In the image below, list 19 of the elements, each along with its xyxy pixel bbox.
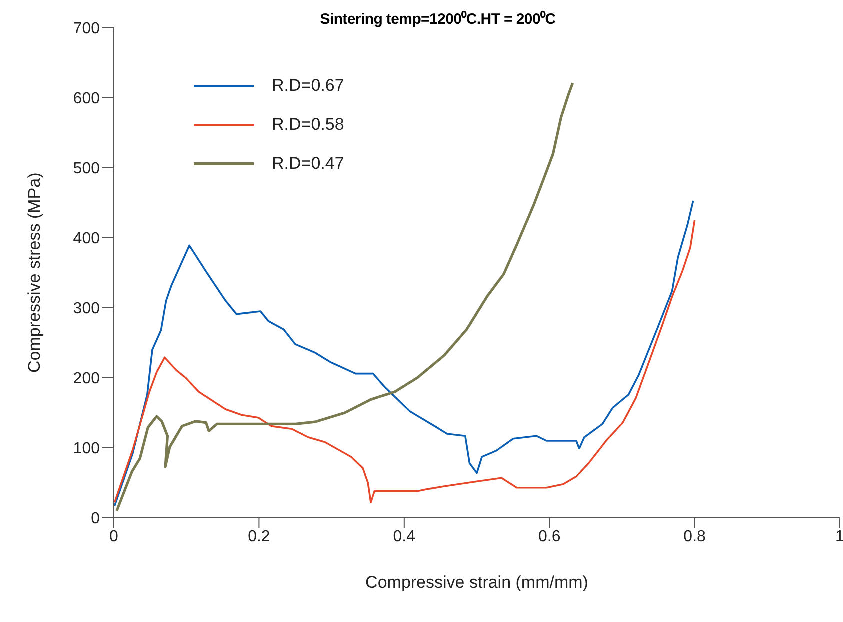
- legend-label: R.D=0.58: [272, 114, 344, 134]
- y-tick-label: 600: [73, 90, 100, 108]
- y-tick-label: 100: [73, 440, 100, 458]
- y-tick-label: 400: [73, 230, 100, 248]
- x-tick-label: 0.4: [393, 528, 416, 546]
- y-axis-title: Compressive stress (MPa): [25, 172, 44, 373]
- x-tick-label: 0.6: [538, 528, 561, 546]
- chart-title: Sintering temp=1200⁰C.HT = 200⁰C: [319, 10, 557, 28]
- y-tick-label: 0: [91, 510, 100, 528]
- x-tick-label: 0.8: [684, 528, 706, 546]
- legend-label: R.D=0.47: [272, 154, 344, 174]
- legend-label: R.D=0.67: [272, 76, 344, 96]
- x-tick-label: 0: [110, 528, 119, 546]
- y-tick-label: 500: [73, 160, 100, 178]
- x-tick-label: 0.2: [248, 528, 270, 546]
- y-tick-label: 200: [73, 370, 100, 388]
- y-tick-label: 700: [73, 20, 100, 38]
- x-axis-title: Compressive strain (mm/mm): [366, 573, 588, 592]
- y-tick-label: 300: [73, 300, 100, 318]
